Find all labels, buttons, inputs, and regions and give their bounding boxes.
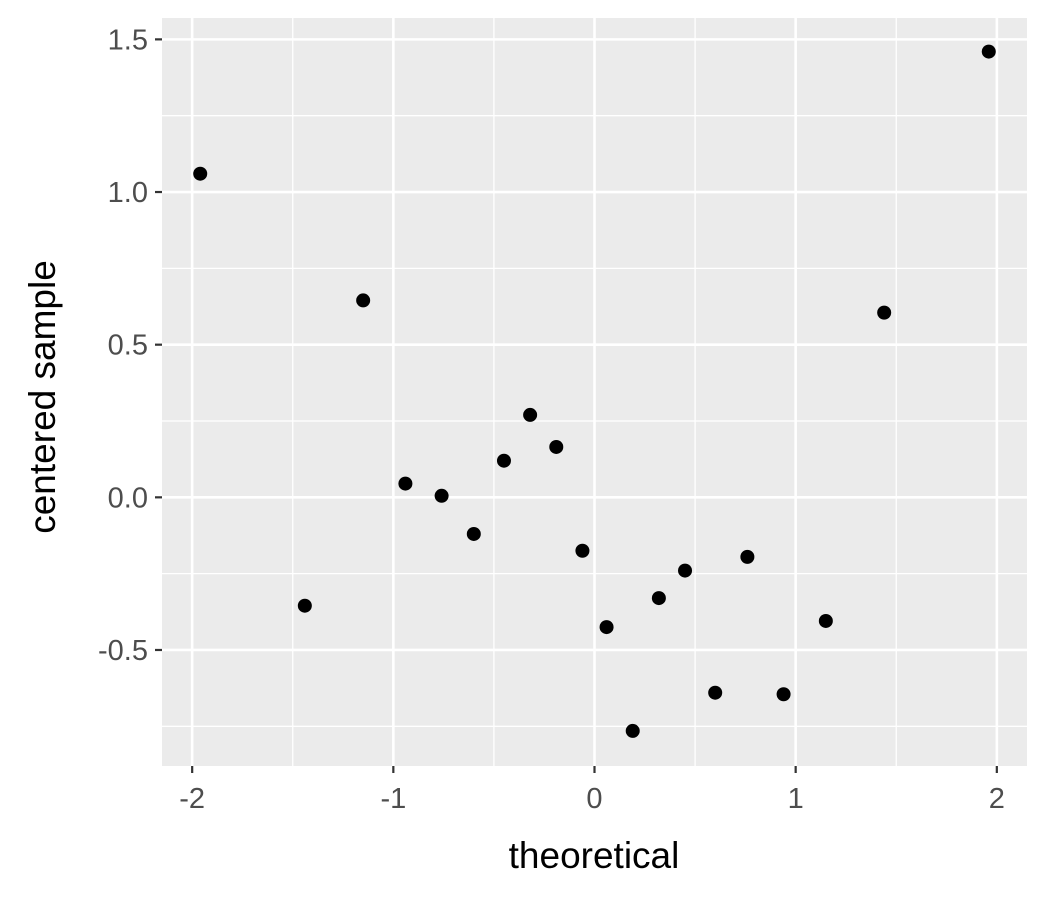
data-point (877, 305, 892, 320)
data-point (818, 613, 833, 628)
data-point (625, 723, 640, 738)
data-point (496, 453, 511, 468)
y-tick-labels: -0.5 0.0 0.5 1.0 1.5 (98, 24, 148, 667)
x-tick-label: -2 (179, 783, 205, 815)
axis-ticks (155, 38, 998, 773)
data-point (193, 166, 208, 181)
x-tick-labels: -2 -1 0 1 2 (179, 783, 1005, 815)
y-tick-label: -0.5 (98, 635, 148, 667)
x-tick-label: 1 (788, 783, 804, 815)
y-tick-label: 1.5 (108, 24, 148, 56)
y-tick-label: 0.0 (108, 482, 148, 514)
data-point (651, 591, 666, 606)
x-tick-label: 0 (586, 783, 602, 815)
data-point (708, 685, 723, 700)
x-tick-label: 2 (989, 783, 1005, 815)
major-gridlines (162, 18, 1027, 766)
data-point (434, 488, 449, 503)
data-point (599, 620, 614, 635)
data-point (523, 407, 538, 422)
x-axis-title: theoretical (509, 835, 680, 876)
y-tick-label: 1.0 (108, 177, 148, 209)
data-point (398, 476, 413, 491)
x-tick-label: -1 (380, 783, 406, 815)
y-axis-title: centered sample (22, 260, 63, 534)
data-point (575, 543, 590, 558)
data-point (776, 687, 791, 702)
data-point (466, 526, 481, 541)
y-tick-label: 0.5 (108, 330, 148, 362)
data-point (678, 563, 693, 578)
data-point (297, 598, 312, 613)
data-points (193, 44, 996, 738)
data-point (740, 549, 755, 564)
data-point (549, 439, 564, 454)
data-point (356, 293, 371, 308)
data-point (981, 44, 996, 59)
